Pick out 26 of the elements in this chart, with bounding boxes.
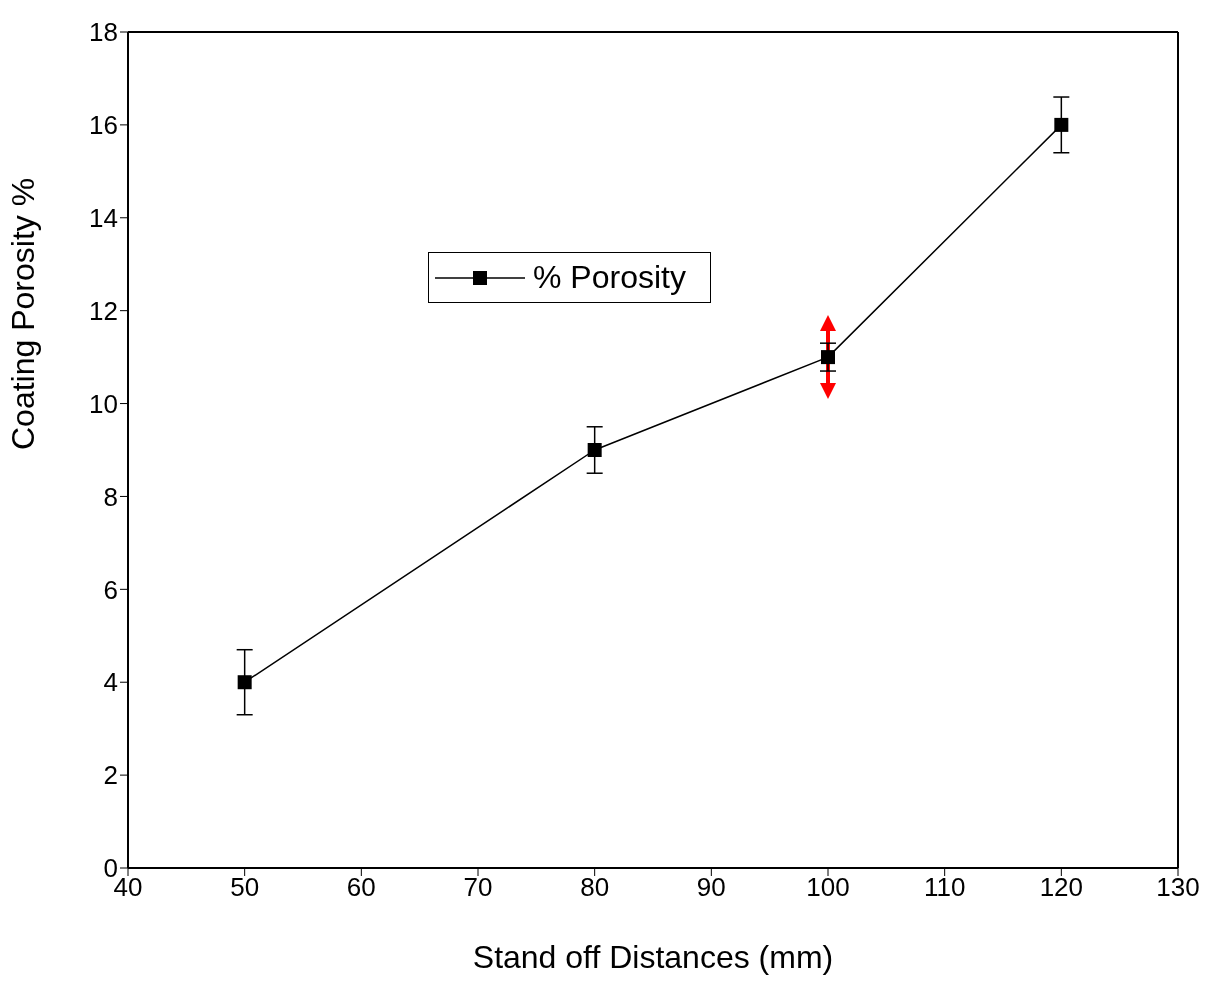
x-tick-label: 60	[346, 872, 376, 903]
x-tick-label: 130	[1156, 872, 1200, 903]
point	[237, 675, 252, 690]
y-tick-label: 14	[89, 203, 118, 234]
point	[1054, 117, 1069, 132]
legend-label: % Porosity	[533, 259, 686, 296]
x-tick-label: 90	[696, 872, 726, 903]
x-tick-label: 110	[923, 872, 966, 903]
y-tick-label: 4	[103, 667, 118, 698]
x-tick-label: 100	[806, 872, 850, 903]
x-tick-label: 50	[230, 872, 260, 903]
x-tick-label: 80	[580, 872, 610, 903]
point	[587, 443, 602, 457]
y-tick-label: 8	[103, 481, 118, 512]
y-tick-label: 0	[103, 853, 118, 884]
y-axis-title: Coating Porosity %	[5, 177, 42, 450]
y-tick-label: 6	[103, 574, 118, 605]
y-tick-label: 16	[89, 110, 118, 141]
y-tick-label: 10	[89, 388, 118, 419]
x-tick-label: 70	[463, 872, 493, 903]
y-tick-label: 2	[103, 760, 118, 791]
x-tick-label: 120	[1039, 872, 1084, 903]
point	[821, 350, 835, 365]
x-axis-title: Stand off Distances (mm)	[472, 939, 834, 975]
y-tick-label: 12	[89, 295, 118, 326]
y-tick-label: 18	[89, 17, 118, 48]
